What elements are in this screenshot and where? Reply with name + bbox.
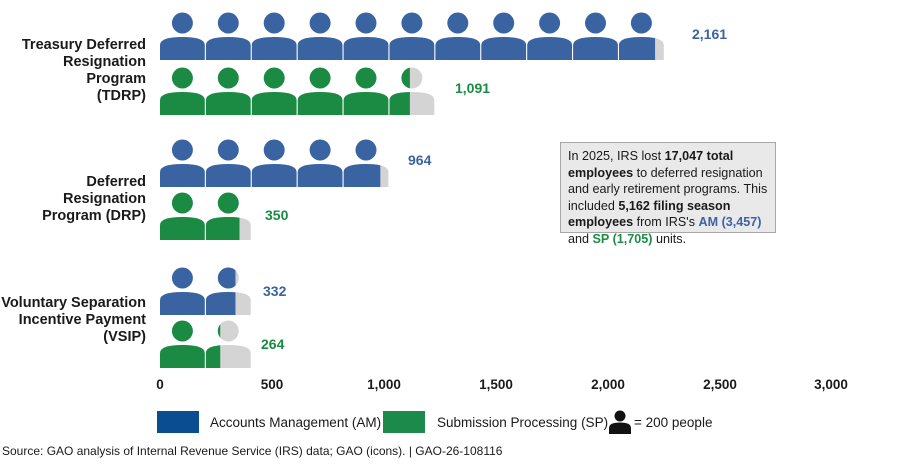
person-icon	[160, 267, 205, 315]
legend-swatch-sp	[383, 411, 425, 433]
person-icon	[160, 139, 205, 187]
person-icon	[527, 12, 572, 60]
annotation-am-count: AM (3,457)	[698, 215, 762, 229]
person-icon-partial	[205, 192, 240, 240]
annotation-text: to deferred resignation and early retire…	[568, 165, 768, 213]
icon-row-drp-sp	[160, 192, 251, 240]
person-icon-partial	[205, 324, 221, 368]
category-label-drp: Deferred Resignation Program (DRP)	[42, 174, 146, 224]
icon-row-vsip-sp	[160, 320, 251, 368]
annotation-text: from IRS's	[633, 215, 699, 229]
person-icon	[481, 12, 527, 60]
category-label-tdrp: Treasury Deferred Resignation Program (T…	[21, 37, 146, 104]
person-icon	[573, 12, 618, 60]
annotation-text: In 2025, IRS lost	[568, 149, 665, 163]
value-label-tdrp-am: 2,161	[692, 26, 728, 42]
person-icon	[251, 67, 297, 115]
person-icon	[297, 12, 343, 60]
legend-label-am: Accounts Management (AM)	[210, 415, 382, 430]
x-tick-2500: 2,500	[703, 377, 737, 392]
person-icon	[160, 67, 205, 115]
person-icon	[435, 12, 481, 60]
person-icon	[160, 320, 205, 368]
x-tick-2000: 2,000	[591, 377, 625, 392]
legend-icon-note: = 200 people	[634, 415, 713, 430]
person-icon	[160, 192, 205, 240]
person-icon	[205, 12, 251, 60]
legend-swatch-am	[157, 411, 199, 433]
icon-row-drp-am	[160, 139, 389, 187]
person-icon	[609, 410, 631, 434]
person-icon-partial	[619, 12, 656, 60]
icon-row-vsip-am	[160, 267, 251, 315]
annotation-sp-count: SP (1,705)	[592, 231, 653, 246]
annotation-text: units.	[652, 231, 687, 246]
value-label-drp-sp: 350	[265, 207, 289, 223]
person-icon	[297, 139, 343, 187]
person-icon	[205, 139, 251, 187]
person-icon	[297, 67, 343, 115]
x-tick-1000: 1,000	[367, 377, 401, 392]
source-note: Source: GAO analysis of Internal Revenue…	[2, 444, 503, 458]
annotation-text: and	[568, 231, 593, 246]
person-icon-partial	[389, 67, 410, 115]
person-icon	[343, 67, 389, 115]
person-icon	[251, 139, 297, 187]
person-icon	[251, 12, 297, 60]
category-label-vsip: Voluntary Separation Incentive Payment (…	[1, 295, 146, 345]
icon-row-tdrp-sp	[160, 67, 435, 115]
value-label-vsip-sp: 264	[261, 336, 285, 352]
icon-row-tdrp-am	[160, 12, 664, 60]
legend-label-sp: Submission Processing (SP)	[437, 415, 609, 430]
person-icon-partial	[343, 139, 381, 187]
x-tick-500: 500	[260, 377, 284, 392]
summary-annotation-box: In 2025, IRS lost 17,047 total employees…	[560, 142, 776, 246]
person-icon	[205, 67, 251, 115]
person-icon	[343, 12, 389, 60]
person-icon	[160, 12, 205, 60]
value-label-tdrp-sp: 1,091	[455, 80, 491, 96]
annotation-filing-season: 5,162 filing season employees	[568, 198, 731, 230]
person-icon-partial	[205, 267, 236, 315]
x-tick-1500: 1,500	[479, 377, 513, 392]
value-label-vsip-am: 332	[263, 283, 287, 299]
person-icon	[389, 12, 435, 60]
annotation-total-employees: 17,047 total employees	[568, 149, 734, 180]
value-label-drp-am: 964	[408, 152, 432, 168]
x-tick-3000: 3,000	[814, 377, 848, 392]
x-tick-0: 0	[156, 377, 164, 392]
